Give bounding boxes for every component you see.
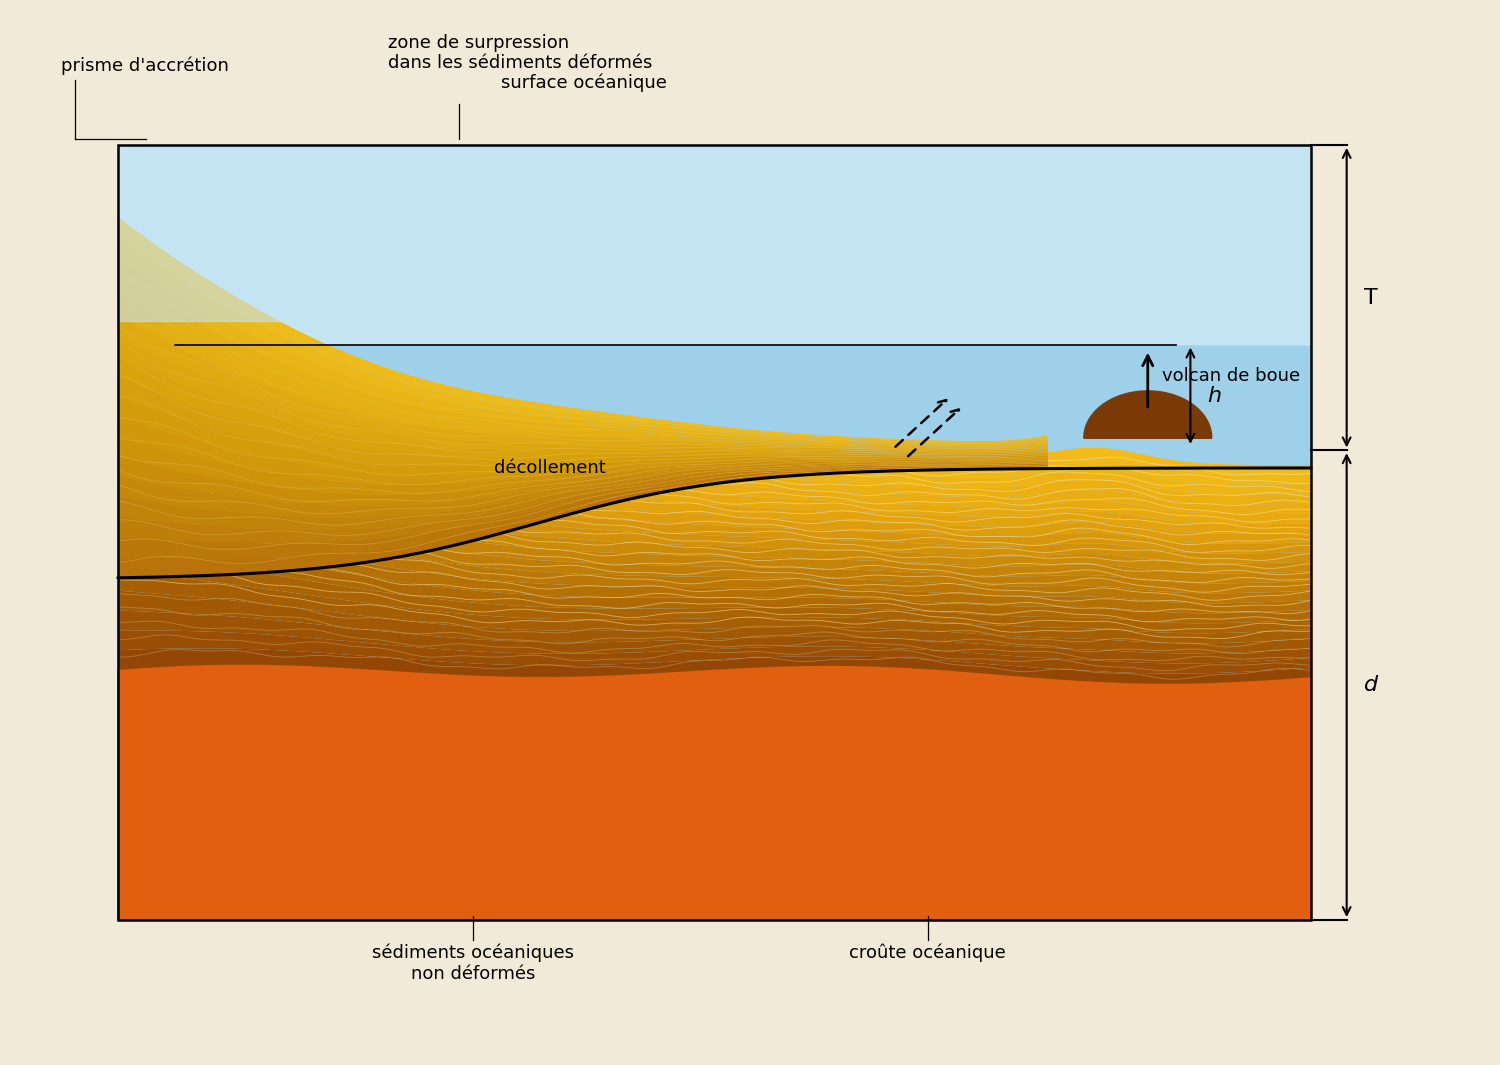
Polygon shape — [118, 461, 1048, 530]
Polygon shape — [118, 412, 1311, 563]
Text: surface océanique: surface océanique — [501, 73, 668, 93]
Polygon shape — [118, 256, 1048, 445]
Polygon shape — [118, 215, 1048, 442]
Bar — [118, 145, 1311, 920]
Polygon shape — [118, 459, 1048, 518]
Polygon shape — [118, 145, 1311, 345]
Polygon shape — [118, 372, 1311, 543]
Polygon shape — [118, 293, 1311, 504]
Polygon shape — [118, 337, 1048, 452]
Polygon shape — [118, 233, 1311, 475]
Text: croûte océanique: croûte océanique — [849, 944, 1006, 962]
Text: h: h — [1208, 386, 1221, 406]
Polygon shape — [118, 649, 1311, 684]
Polygon shape — [118, 357, 1048, 457]
Polygon shape — [118, 253, 1311, 485]
Text: zone de surpression
dans les sédiments déformés: zone de surpression dans les sédiments d… — [387, 33, 652, 72]
Polygon shape — [1084, 391, 1212, 438]
Polygon shape — [118, 235, 1048, 444]
Polygon shape — [118, 145, 1311, 448]
Text: sédiments océaniques
non déformés: sédiments océaniques non déformés — [372, 944, 574, 983]
Polygon shape — [118, 463, 1048, 543]
Polygon shape — [118, 457, 1048, 506]
Text: décollement: décollement — [495, 459, 606, 477]
Polygon shape — [118, 591, 1311, 654]
Polygon shape — [118, 511, 1311, 613]
Text: d: d — [1364, 675, 1378, 695]
Polygon shape — [118, 276, 1048, 447]
Polygon shape — [118, 353, 1311, 534]
Polygon shape — [118, 145, 1311, 920]
Polygon shape — [118, 472, 1311, 593]
Polygon shape — [118, 316, 1048, 450]
Polygon shape — [118, 437, 1048, 495]
Polygon shape — [118, 571, 1311, 643]
Polygon shape — [118, 630, 1311, 673]
Polygon shape — [118, 392, 1311, 554]
Text: volcan de boue: volcan de boue — [1162, 367, 1300, 386]
Polygon shape — [118, 145, 1311, 322]
Polygon shape — [118, 466, 1048, 578]
Polygon shape — [118, 431, 1311, 573]
Polygon shape — [118, 531, 1311, 623]
Polygon shape — [118, 491, 1311, 603]
Text: T: T — [1364, 288, 1377, 308]
Polygon shape — [118, 377, 1048, 465]
Polygon shape — [118, 396, 1048, 475]
Polygon shape — [118, 312, 1311, 514]
Polygon shape — [118, 452, 1311, 584]
Text: prisme d'accrétion: prisme d'accrétion — [62, 56, 229, 75]
Polygon shape — [118, 551, 1311, 634]
Polygon shape — [118, 464, 1048, 559]
Polygon shape — [118, 273, 1311, 494]
Polygon shape — [118, 665, 1311, 920]
Polygon shape — [118, 610, 1311, 663]
Polygon shape — [118, 416, 1048, 485]
Polygon shape — [118, 296, 1048, 448]
Polygon shape — [118, 332, 1311, 524]
Polygon shape — [118, 145, 1311, 345]
